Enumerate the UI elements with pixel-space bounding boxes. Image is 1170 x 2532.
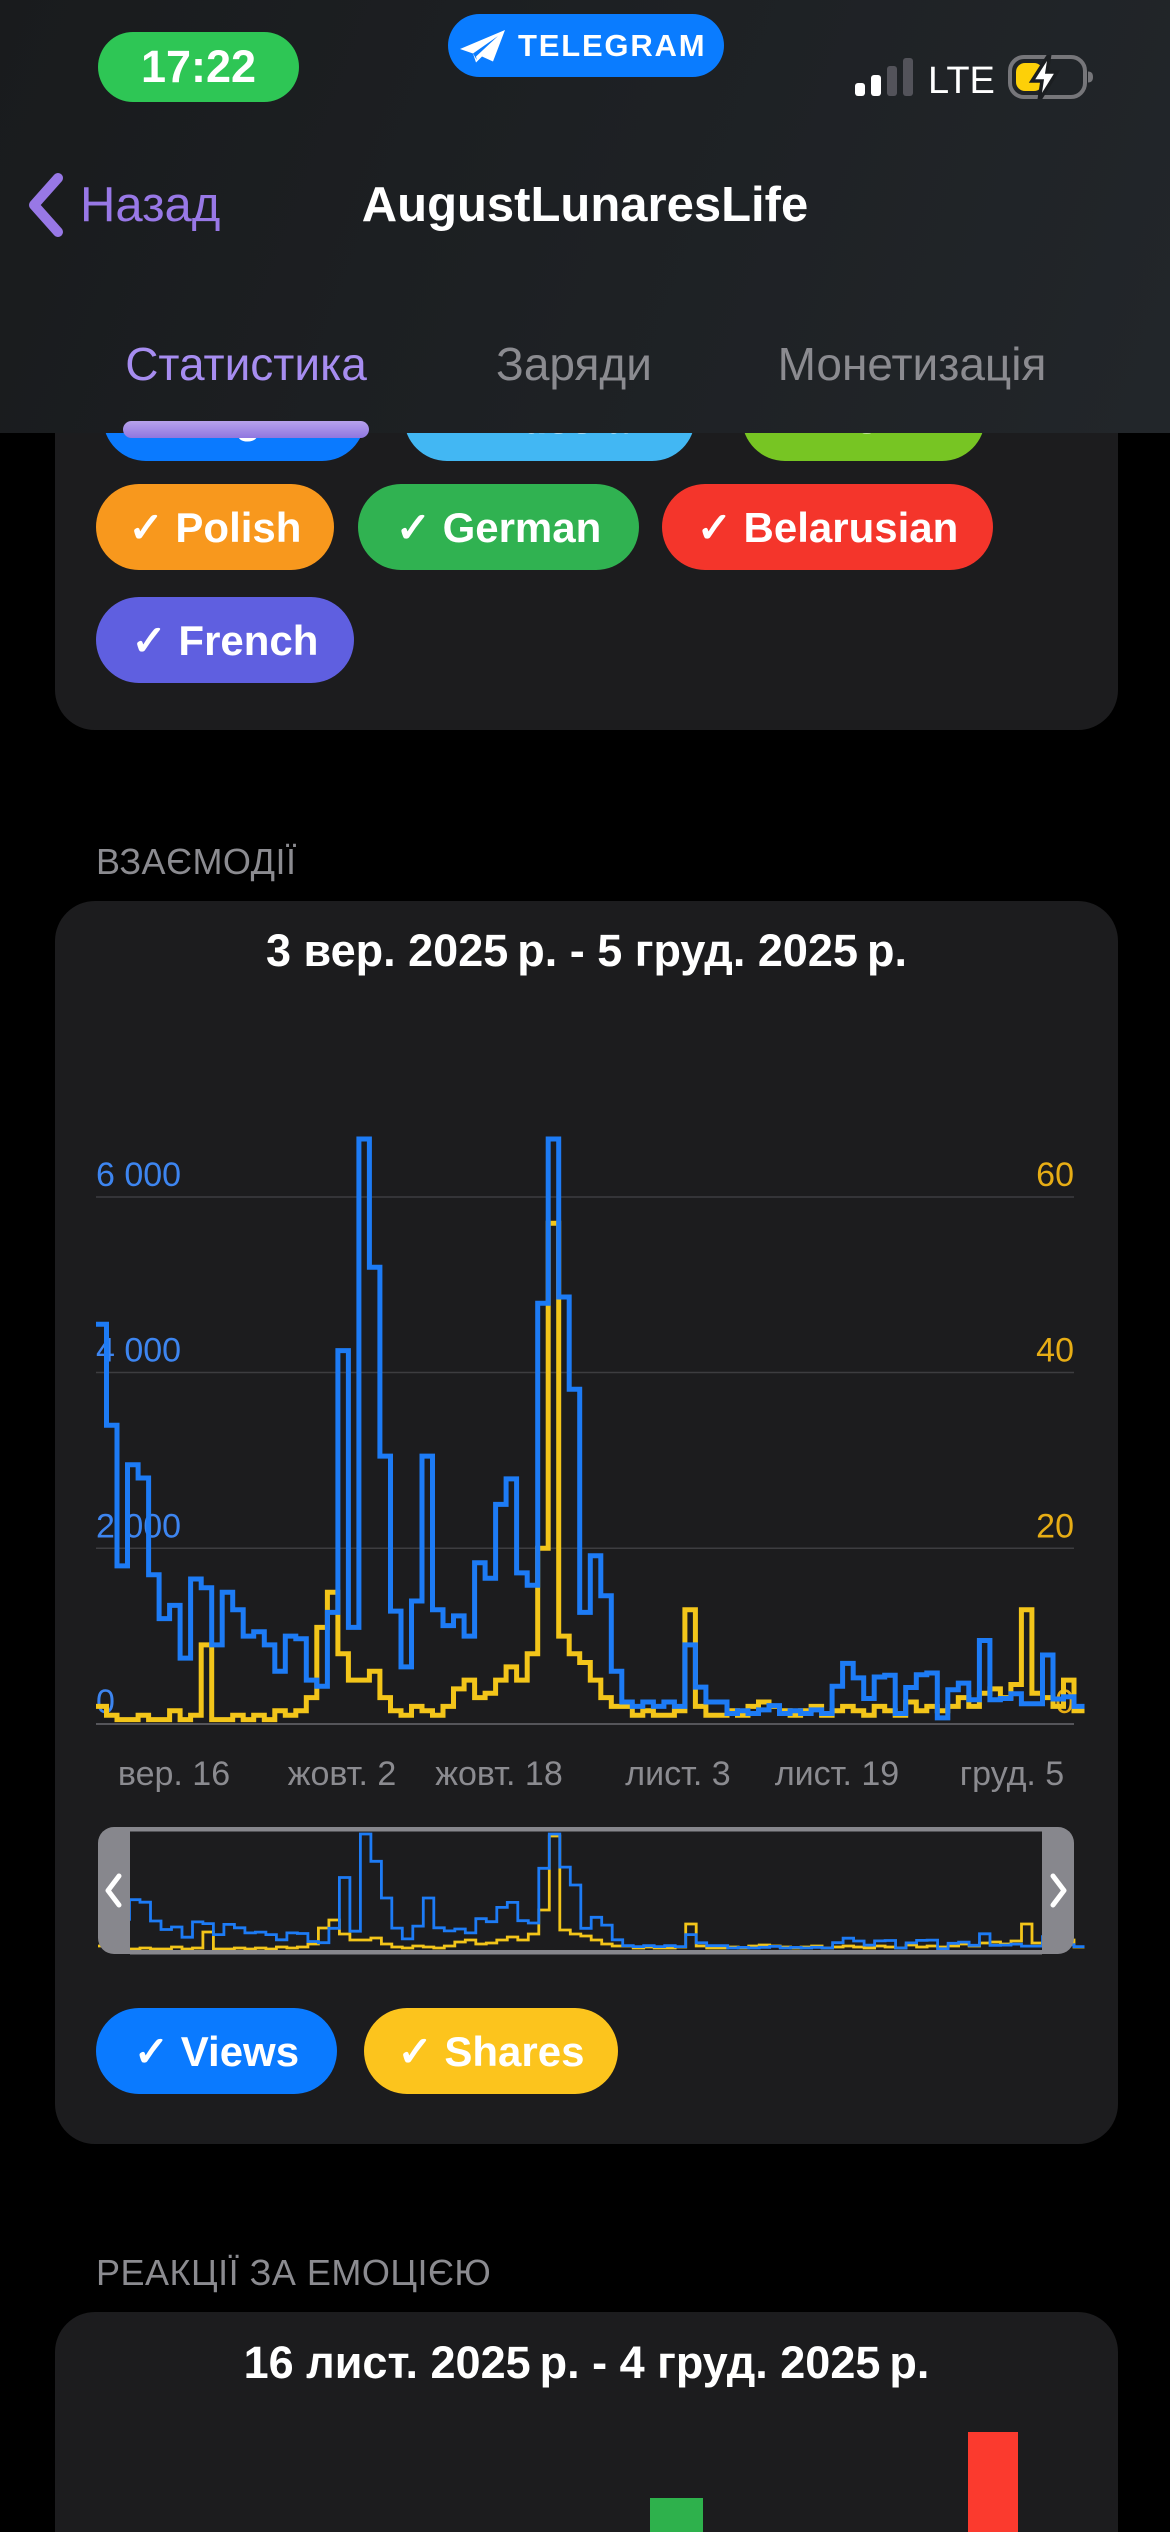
svg-text:6 000: 6 000: [96, 1156, 181, 1194]
svg-text:груд. 5: груд. 5: [960, 1755, 1064, 1793]
svg-text:2 000: 2 000: [96, 1507, 181, 1545]
svg-text:0: 0: [96, 1683, 115, 1721]
svg-text:20: 20: [1036, 1507, 1074, 1545]
svg-text:жовт. 2: жовт. 2: [288, 1755, 397, 1793]
svg-text:жовт. 18: жовт. 18: [435, 1755, 562, 1793]
svg-text:40: 40: [1036, 1332, 1074, 1370]
svg-text:60: 60: [1036, 1156, 1074, 1194]
svg-text:4 000: 4 000: [96, 1332, 181, 1370]
svg-text:лист. 3: лист. 3: [625, 1755, 730, 1793]
svg-text:лист. 19: лист. 19: [775, 1755, 899, 1793]
svg-text:вер. 16: вер. 16: [118, 1755, 230, 1793]
